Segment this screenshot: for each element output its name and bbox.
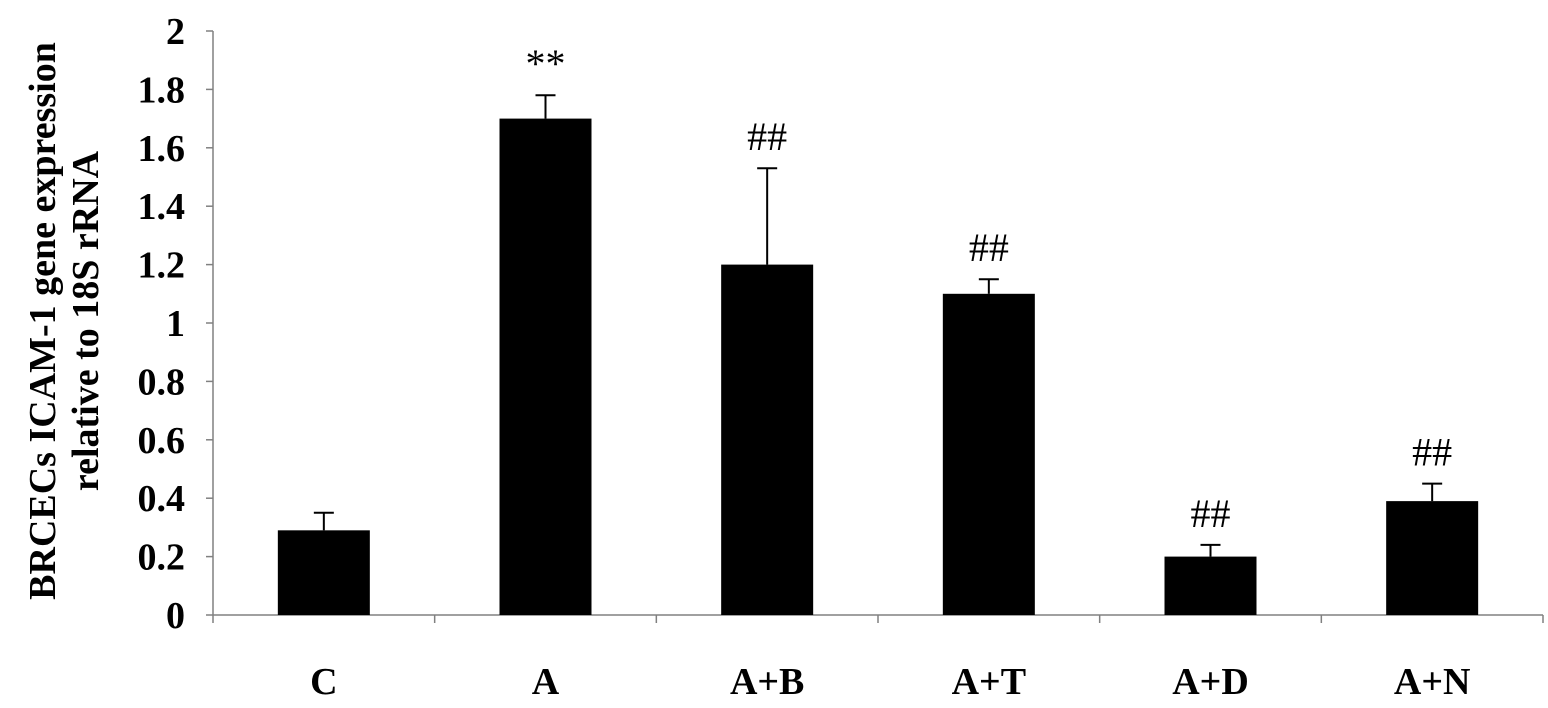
bar [1386,501,1479,615]
y-tick-label: 0.4 [138,478,186,520]
y-tick-label: 1.4 [138,186,186,228]
bar [942,293,1035,615]
y-tick-label: 1.6 [138,128,186,170]
bars [277,94,1479,615]
x-category-label: A+D [1172,661,1249,703]
significance-label: ## [747,114,787,159]
y-tick-label: 1 [166,303,185,345]
y-tick-label: 2 [166,11,185,53]
bar [277,530,370,615]
x-category-label: A+N [1394,661,1471,703]
bar [1164,556,1257,615]
significance-label: ## [969,225,1009,270]
x-category-label: A [532,661,560,703]
y-axis-title-line2: relative to 18S rRNA [65,150,107,491]
y-tick-label: 0 [166,595,185,637]
significance-label: ## [1412,430,1452,475]
y-tick-label: 1.8 [138,69,186,111]
x-category-label: A+B [730,661,804,703]
y-tick-label: 0.2 [138,537,186,579]
bar [721,264,814,615]
x-category-label: C [310,661,337,703]
labels: 0 0.2 0.4 0.6 0.8 1 1.2 1.4 1.6 1.8 2 C ** A ## A+B ## A+… [138,11,1471,703]
x-category-label: A+T [952,661,1026,703]
bar [499,118,592,615]
y-axis-title-line1: BRCECs ICAM-1 gene expression [22,42,64,600]
significance-label: ## [1191,491,1231,536]
significance-label: ** [526,41,566,86]
y-tick-label: 1.2 [138,245,186,287]
axes [206,30,1544,623]
y-tick-label: 0.8 [138,361,186,403]
y-tick-label: 0.6 [138,420,186,462]
